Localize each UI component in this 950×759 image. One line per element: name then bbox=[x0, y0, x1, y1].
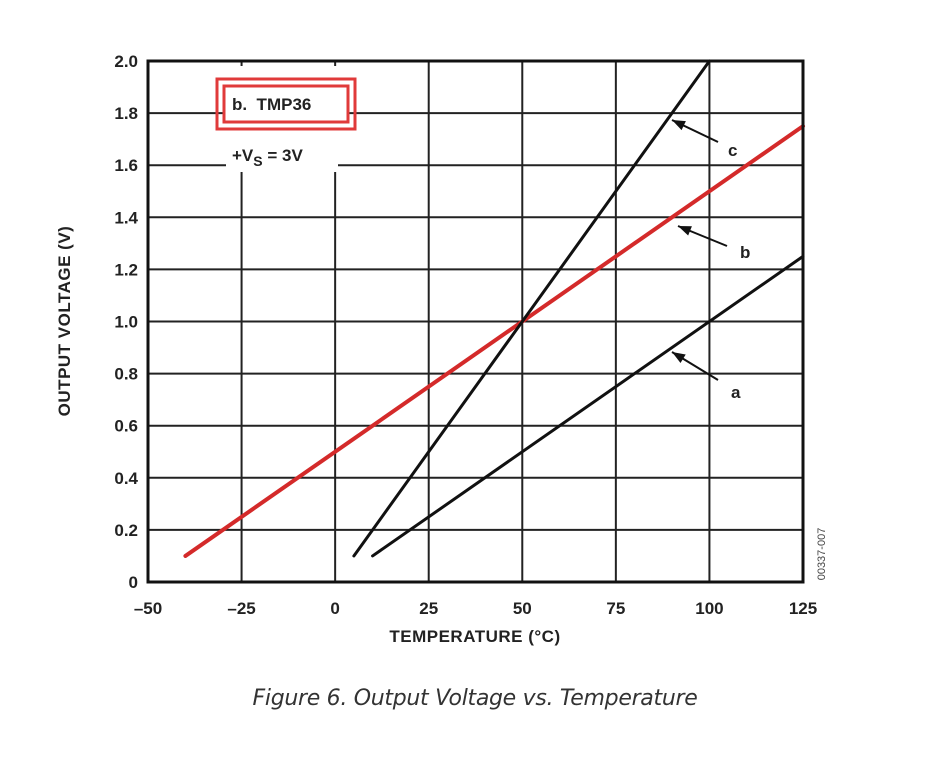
highlight-box-outer bbox=[215, 77, 357, 131]
curve-label-c: c bbox=[728, 141, 737, 160]
series-line-b bbox=[183, 124, 805, 558]
x-tick-label: 0 bbox=[330, 599, 339, 618]
legend: b. TMP36 +VS = 3V bbox=[215, 66, 357, 172]
figure-code: 00337-007 bbox=[816, 528, 828, 581]
x-tick-label: 25 bbox=[419, 599, 438, 618]
y-tick-label: 1.8 bbox=[114, 104, 138, 123]
y-tick-label: 1.6 bbox=[114, 156, 138, 175]
x-tick-label: –50 bbox=[134, 599, 162, 618]
x-tick-label: 75 bbox=[606, 599, 625, 618]
arrowhead-icon bbox=[672, 120, 686, 131]
y-tick-label: 1.0 bbox=[114, 313, 138, 332]
y-tick-label: 2.0 bbox=[114, 52, 138, 71]
y-tick-label: 0.4 bbox=[114, 469, 138, 488]
data-series bbox=[183, 59, 805, 558]
y-tick-label: 0.8 bbox=[114, 365, 138, 384]
highlight-box-inner bbox=[222, 84, 350, 124]
series-line-c bbox=[352, 59, 711, 558]
y-axis-label: OUTPUT VOLTAGE (V) bbox=[55, 226, 74, 417]
y-tick-label: 0.2 bbox=[114, 521, 138, 540]
plot-frame bbox=[146, 59, 805, 584]
x-axis-ticks: –50 –25 0 25 50 75 100 125 bbox=[134, 599, 817, 618]
x-tick-label: 50 bbox=[513, 599, 532, 618]
y-tick-label: 0.6 bbox=[114, 417, 138, 436]
series-line-a bbox=[371, 254, 805, 558]
y-tick-label: 1.4 bbox=[114, 208, 138, 227]
y-tick-label: 1.2 bbox=[114, 260, 138, 279]
x-tick-label: –25 bbox=[227, 599, 255, 618]
y-axis-ticks: 0 0.2 0.4 0.6 0.8 1.0 1.2 1.4 1.6 1.8 2.0 bbox=[114, 52, 138, 592]
arrowhead-icon bbox=[672, 352, 686, 364]
x-tick-label: 100 bbox=[695, 599, 723, 618]
curve-label-b: b bbox=[740, 243, 750, 262]
legend-supply-voltage: +VS = 3V bbox=[232, 146, 303, 169]
x-tick-label: 125 bbox=[789, 599, 817, 618]
arrowhead-icon bbox=[678, 226, 692, 236]
figure-caption: Figure 6. Output Voltage vs. Temperature bbox=[252, 686, 698, 711]
curve-label-a: a bbox=[731, 383, 741, 402]
legend-entry-tmp36: b. TMP36 bbox=[232, 95, 311, 114]
curve-annotations: a b c bbox=[671, 119, 750, 402]
voltage-temperature-chart: b. TMP36 +VS = 3V 0 0.2 0.4 0.6 0.8 1.0 1.2 1.4 1… bbox=[55, 52, 828, 646]
y-tick-label: 0 bbox=[129, 573, 138, 592]
x-axis-label: TEMPERATURE (°C) bbox=[389, 627, 560, 646]
